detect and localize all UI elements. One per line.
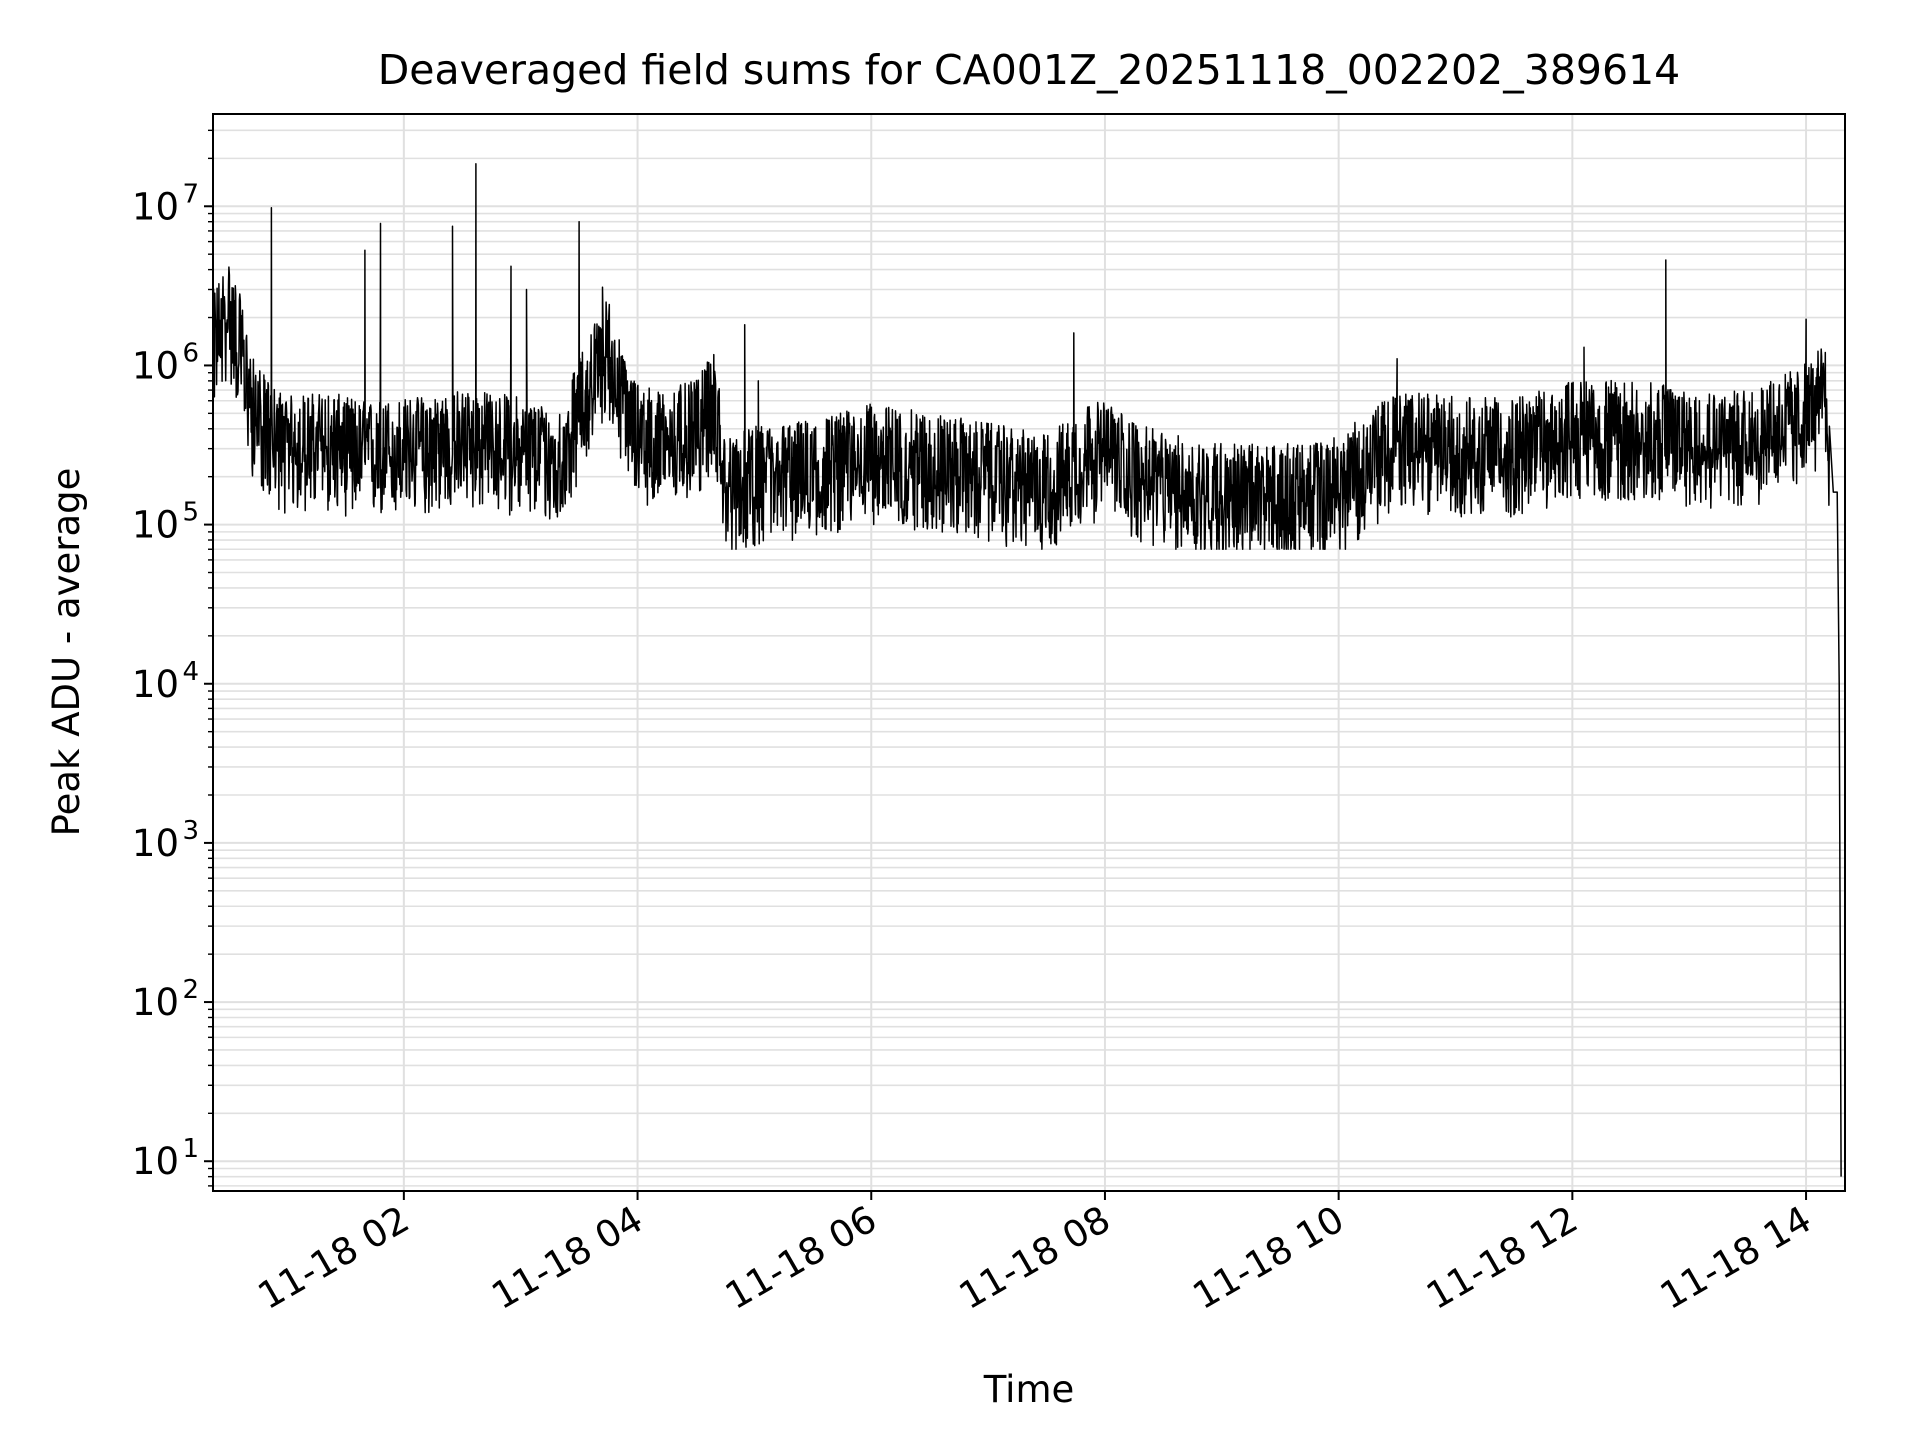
y-tick-exponent: 1 (182, 1134, 199, 1164)
x-axis-label: Time (983, 1368, 1075, 1411)
y-tick-label: 10 (132, 504, 179, 547)
y-tick-label: 10 (132, 1140, 179, 1183)
y-tick-exponent: 6 (182, 338, 199, 368)
y-tick-label: 10 (132, 822, 179, 865)
y-tick-label: 10 (132, 344, 179, 387)
series-layer (212, 163, 1842, 1177)
chart-title: Deaveraged field sums for CA001Z_2025111… (378, 46, 1681, 94)
y-tick-exponent: 7 (182, 179, 199, 209)
y-tick-exponent: 5 (182, 498, 199, 528)
y-tick-exponent: 4 (182, 657, 199, 687)
series-line (212, 163, 1842, 1177)
y-tick-label: 10 (132, 185, 179, 228)
y-tick-label: 10 (132, 981, 179, 1024)
y-axis-label: Peak ADU - average (45, 468, 88, 837)
plot-frame (212, 113, 1846, 1192)
y-tick-label: 10 (132, 663, 179, 706)
y-tick-exponent: 2 (182, 975, 199, 1005)
y-tick-exponent: 3 (182, 816, 199, 846)
